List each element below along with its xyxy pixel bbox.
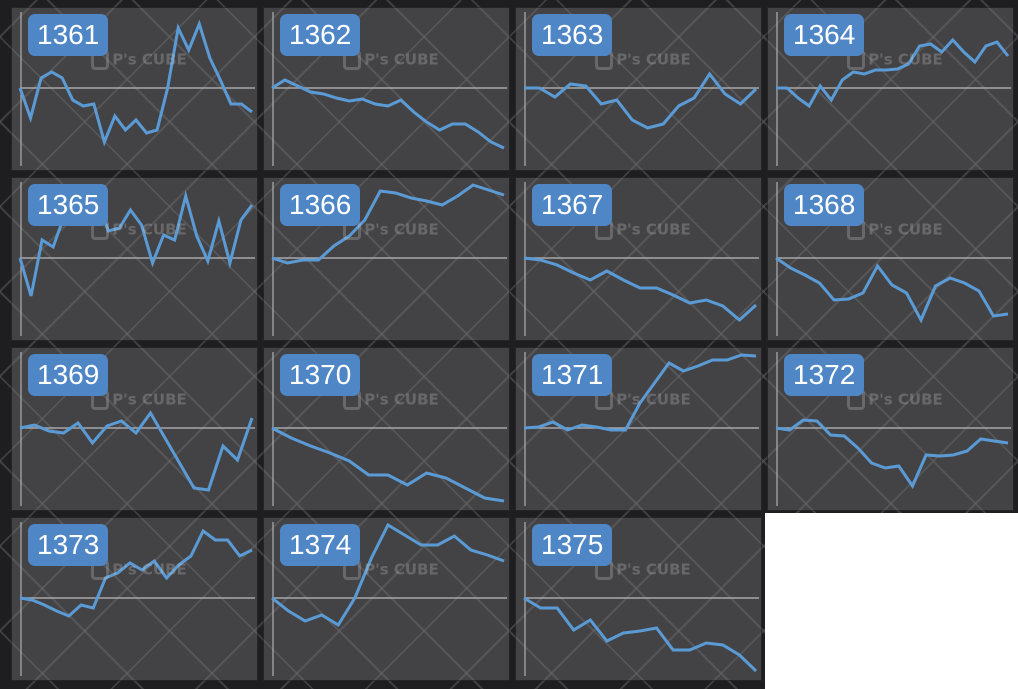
machine-number-label: 1363	[532, 14, 613, 56]
machine-number-label: 1371	[532, 354, 613, 396]
machine-number-label: 1372	[784, 354, 865, 396]
line-chart	[775, 352, 1011, 506]
machine-number-label: 1368	[784, 184, 865, 226]
series-line	[271, 426, 505, 503]
line-chart	[271, 522, 507, 676]
chart-panel-1375: P's CUBE 1375	[516, 518, 761, 680]
chart-panel-1369: P's CUBE 1369	[12, 348, 257, 510]
line-chart	[18, 182, 255, 336]
chart-panel-1370: P's CUBE 1370	[264, 348, 509, 510]
chart-panel-1368: P's CUBE 1368	[768, 178, 1013, 340]
series-line	[18, 190, 254, 297]
line-chart	[271, 352, 507, 506]
chart-panel-1362: P's CUBE 1362	[264, 8, 509, 170]
line-chart	[523, 352, 759, 506]
line-chart	[523, 12, 759, 166]
series-line	[271, 78, 505, 150]
machine-number-label: 1362	[280, 14, 361, 56]
machine-number-label: 1364	[784, 14, 865, 56]
series-line	[271, 183, 505, 265]
machine-number-label: 1373	[28, 524, 109, 566]
series-line	[776, 37, 1010, 109]
line-chart	[18, 12, 255, 166]
machine-number-label: 1367	[532, 184, 613, 226]
line-chart	[523, 522, 759, 676]
series-line	[524, 71, 758, 130]
machine-number-label: 1375	[532, 524, 613, 566]
machine-number-label: 1374	[280, 524, 361, 566]
series-line	[775, 418, 1009, 490]
chart-panel-1374: P's CUBE 1374	[264, 518, 509, 680]
chart-panel-1373: P's CUBE 1373	[12, 518, 257, 680]
chart-panel-1366: P's CUBE 1366	[264, 178, 509, 340]
series-line	[19, 410, 254, 492]
machine-number-label: 1365	[28, 184, 109, 226]
chart-panel-1361: P's CUBE 1361	[12, 8, 257, 170]
machine-number-label: 1361	[28, 14, 109, 56]
line-chart	[271, 182, 507, 336]
chart-panel-1364: P's CUBE 1364	[768, 8, 1013, 170]
line-chart	[775, 12, 1011, 166]
series-line	[775, 256, 1009, 324]
chart-panel-1371: P's CUBE 1371	[516, 348, 761, 510]
line-chart	[19, 522, 255, 676]
chart-panel-1365: P's CUBE 1365	[12, 178, 257, 340]
line-chart	[523, 182, 759, 336]
line-chart	[19, 352, 255, 506]
chart-panel-1363: P's CUBE 1363	[516, 8, 761, 170]
line-chart	[775, 182, 1011, 336]
chart-panel-1372: P's CUBE 1372	[768, 348, 1013, 510]
series-line	[19, 528, 253, 618]
machine-number-label: 1370	[280, 354, 361, 396]
empty-area	[765, 513, 1018, 689]
chart-panel-1367: P's CUBE 1367	[516, 178, 761, 340]
series-line	[523, 596, 758, 673]
series-line	[523, 256, 758, 322]
line-chart	[271, 12, 507, 166]
machine-number-label: 1366	[280, 184, 361, 226]
machine-number-label: 1369	[28, 354, 109, 396]
